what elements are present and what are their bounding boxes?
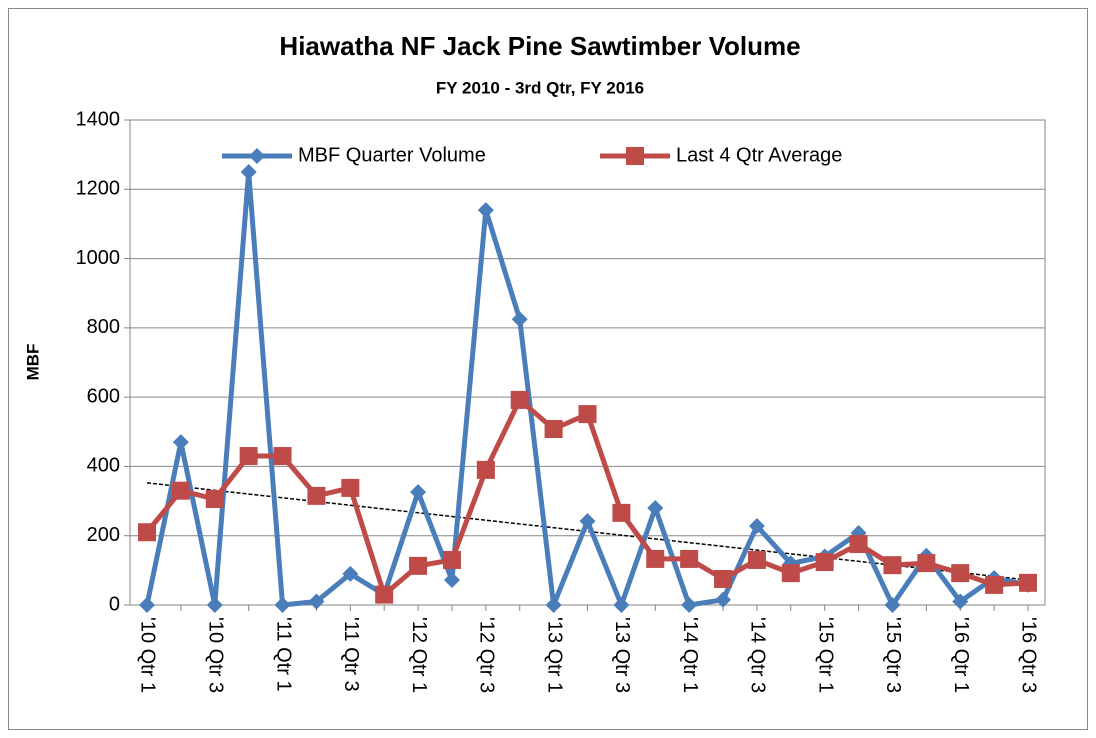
point	[410, 484, 427, 501]
trendline	[146, 482, 1029, 581]
y-tick-label: 1000	[76, 247, 121, 269]
x-tick-label: '11 Qtr 3	[340, 617, 362, 692]
x-tick-label: '11 Qtr 1	[272, 617, 294, 692]
point	[409, 556, 428, 575]
point	[579, 513, 596, 530]
point	[714, 570, 733, 589]
point	[273, 447, 292, 466]
chart-subtitle: FY 2010 - 3rd Qtr, FY 2016	[436, 78, 644, 97]
point	[511, 311, 528, 328]
point	[1019, 573, 1037, 592]
chart-border	[8, 8, 1088, 730]
point	[342, 565, 359, 582]
point	[917, 554, 936, 573]
point	[951, 564, 970, 583]
point	[206, 597, 223, 613]
x-tick-label: '10 Qtr 3	[204, 617, 226, 693]
y-tick-label: 0	[109, 593, 120, 615]
x-tick-label: '12 Qtr 1	[408, 617, 430, 693]
y-tick-label: 800	[87, 316, 120, 338]
point	[849, 535, 868, 554]
x-tick-label: '14 Qtr 3	[747, 617, 769, 693]
x-tick-label: '16 Qtr 3	[1018, 617, 1040, 693]
point	[205, 489, 224, 508]
point	[442, 550, 461, 569]
point	[341, 478, 360, 497]
point	[680, 549, 699, 568]
point	[239, 447, 258, 466]
x-tick-label: '13 Qtr 3	[611, 617, 633, 693]
x-tick-label: '16 Qtr 1	[950, 617, 972, 693]
legend-label: MBF Quarter Volume	[298, 144, 486, 166]
point	[240, 163, 257, 180]
point	[476, 460, 495, 479]
point	[544, 420, 563, 439]
x-tick-label: '12 Qtr 3	[476, 617, 498, 693]
x-tick-label: '10 Qtr 1	[137, 617, 159, 693]
y-tick-label: 600	[87, 385, 120, 407]
y-tick-label: 400	[87, 455, 120, 477]
point	[781, 564, 800, 583]
x-tick-label: '14 Qtr 1	[679, 617, 701, 693]
point	[985, 575, 1004, 594]
point	[477, 202, 494, 219]
point	[681, 597, 698, 613]
point	[307, 486, 326, 505]
point	[139, 597, 155, 613]
point	[443, 572, 460, 589]
point	[747, 550, 766, 569]
point	[578, 405, 597, 424]
point	[545, 597, 562, 613]
point	[510, 390, 529, 409]
y-tick-label: 1200	[76, 178, 121, 200]
y-tick-label: 1400	[76, 108, 121, 130]
point	[626, 147, 644, 165]
x-tick-label: '15 Qtr 1	[814, 617, 836, 693]
point	[138, 523, 156, 542]
point	[748, 518, 765, 535]
point	[715, 591, 732, 608]
point	[274, 597, 291, 613]
point	[646, 549, 665, 568]
y-axis-label: MBF	[23, 344, 42, 381]
x-tick-label: '15 Qtr 3	[882, 617, 904, 693]
point	[613, 597, 630, 613]
point	[647, 500, 664, 516]
point	[308, 593, 325, 610]
point	[612, 503, 631, 522]
y-tick-label: 200	[87, 524, 120, 546]
point	[952, 593, 969, 610]
legend-label: Last 4 Qtr Average	[676, 144, 842, 166]
x-tick-label: '13 Qtr 1	[543, 617, 565, 693]
point	[883, 556, 902, 575]
point	[249, 148, 265, 164]
point	[172, 434, 189, 451]
point	[815, 553, 834, 572]
point	[884, 597, 901, 613]
chart-title: Hiawatha NF Jack Pine Sawtimber Volume	[279, 31, 800, 61]
point	[375, 585, 394, 604]
point	[171, 481, 190, 500]
